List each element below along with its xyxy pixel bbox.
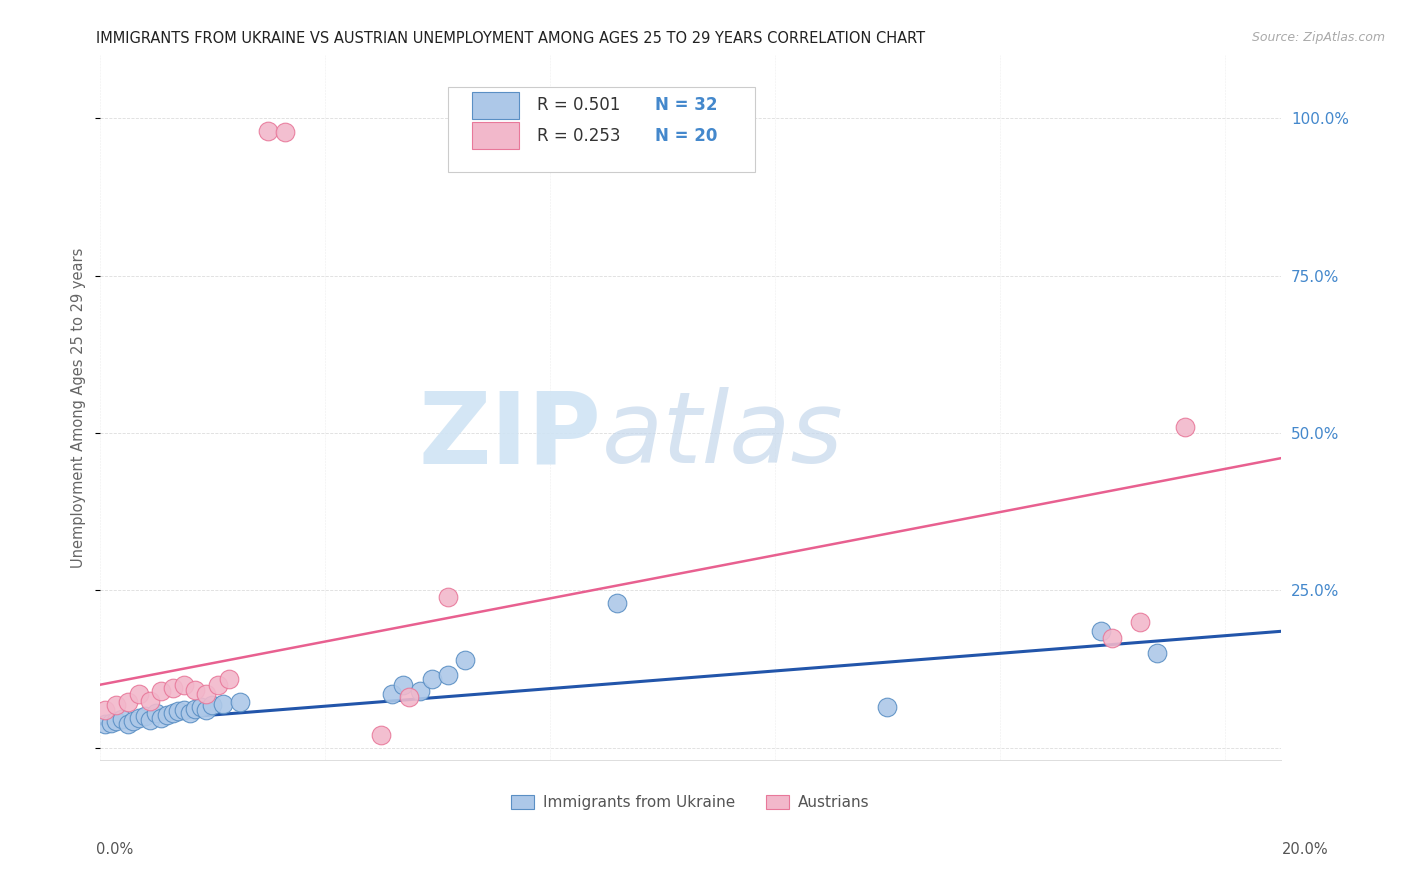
Point <box>184 682 207 697</box>
Point <box>184 702 207 716</box>
Point <box>145 706 167 721</box>
Point <box>370 728 392 742</box>
Point <box>150 710 173 724</box>
Point <box>381 687 404 701</box>
Text: N = 32: N = 32 <box>655 96 717 114</box>
Point <box>274 125 297 139</box>
Point <box>257 124 280 138</box>
Point <box>139 713 162 727</box>
Point <box>218 672 240 686</box>
Point <box>105 698 128 712</box>
Point <box>179 706 201 721</box>
Point <box>150 684 173 698</box>
Point <box>173 703 195 717</box>
Point <box>134 709 156 723</box>
Point <box>195 703 218 717</box>
Point <box>398 690 420 705</box>
Point <box>167 704 190 718</box>
FancyBboxPatch shape <box>472 122 519 149</box>
Point <box>1129 615 1152 629</box>
Point <box>1101 631 1123 645</box>
Point <box>437 590 460 604</box>
Point <box>117 717 139 731</box>
Point <box>229 696 252 710</box>
Point <box>100 715 122 730</box>
Point <box>409 684 432 698</box>
Legend: Immigrants from Ukraine, Austrians: Immigrants from Ukraine, Austrians <box>505 789 876 816</box>
Point <box>392 678 415 692</box>
Point <box>162 681 184 695</box>
Point <box>111 713 134 727</box>
Point <box>128 687 150 701</box>
Text: ZIP: ZIP <box>419 387 602 484</box>
Text: IMMIGRANTS FROM UKRAINE VS AUSTRIAN UNEMPLOYMENT AMONG AGES 25 TO 29 YEARS CORRE: IMMIGRANTS FROM UKRAINE VS AUSTRIAN UNEM… <box>96 31 925 46</box>
FancyBboxPatch shape <box>449 87 755 171</box>
Point <box>94 717 117 731</box>
Point <box>117 696 139 710</box>
Point <box>162 706 184 721</box>
Point <box>201 698 224 712</box>
Text: atlas: atlas <box>602 387 844 484</box>
FancyBboxPatch shape <box>472 92 519 119</box>
Point <box>105 714 128 729</box>
Point <box>437 668 460 682</box>
Point <box>122 714 145 729</box>
Text: R = 0.253: R = 0.253 <box>537 127 620 145</box>
Text: 0.0%: 0.0% <box>96 842 132 856</box>
Text: Source: ZipAtlas.com: Source: ZipAtlas.com <box>1251 31 1385 45</box>
Point <box>156 708 179 723</box>
Text: N = 20: N = 20 <box>655 127 717 145</box>
Point <box>173 678 195 692</box>
Point <box>420 672 443 686</box>
Y-axis label: Unemployment Among Ages 25 to 29 years: Unemployment Among Ages 25 to 29 years <box>72 248 86 568</box>
Point <box>212 697 235 711</box>
Point <box>1146 646 1168 660</box>
Point <box>195 687 218 701</box>
Point <box>190 699 212 714</box>
Point <box>207 678 229 692</box>
Point <box>1090 624 1112 639</box>
Point <box>606 596 628 610</box>
Point <box>128 710 150 724</box>
Point <box>1174 419 1197 434</box>
Point <box>94 703 117 717</box>
Text: 20.0%: 20.0% <box>1282 842 1329 856</box>
Point <box>139 693 162 707</box>
Text: R = 0.501: R = 0.501 <box>537 96 620 114</box>
Point <box>876 699 898 714</box>
Point <box>454 653 477 667</box>
